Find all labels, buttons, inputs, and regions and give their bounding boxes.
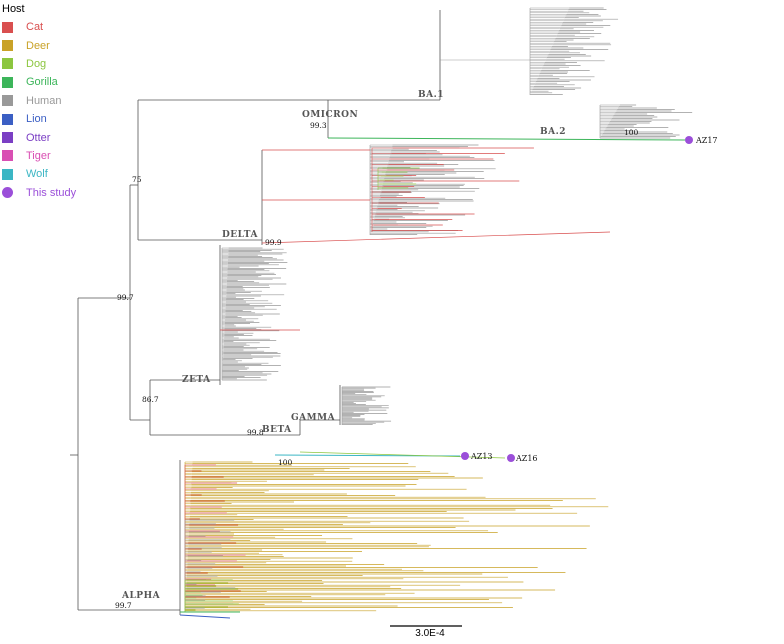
tree-backbone xyxy=(70,10,441,615)
bootstrap-ba2: 100 xyxy=(624,128,639,137)
tree-branches xyxy=(179,7,693,619)
legend-item: Lion xyxy=(2,110,76,128)
clade-label-ba2: BA.2 xyxy=(540,127,566,137)
bootstrap-az13-az16: 100 xyxy=(278,458,293,467)
clade-label-delta: DELTA xyxy=(222,230,258,240)
legend-item: Tiger xyxy=(2,147,76,165)
legend-label: Dog xyxy=(26,57,47,70)
legend-label: Otter xyxy=(26,131,51,144)
bootstrap-omicron: 99.3 xyxy=(310,121,327,130)
legend-label: Cat xyxy=(26,21,44,34)
legend-items: Cat Deer Dog Gorilla Human Lion Otter Tiger Wolf… xyxy=(2,18,76,202)
bootstrap-gamma-beta: 86.7 xyxy=(142,395,159,404)
legend-item: This study xyxy=(2,184,76,202)
legend-item: Cat xyxy=(2,18,76,36)
legend-item: Dog xyxy=(2,55,76,73)
clade-label-beta: BETA xyxy=(262,425,292,435)
legend-item: Human xyxy=(2,92,76,110)
az13-marker xyxy=(461,452,469,460)
legend-label: Tiger xyxy=(26,149,51,162)
legend-label: Wolf xyxy=(26,168,48,181)
legend-swatch xyxy=(2,150,13,162)
legend-label: Deer xyxy=(26,39,50,52)
bootstrap-beta: 99.8 xyxy=(247,428,264,437)
legend-swatch xyxy=(2,21,13,33)
clade-label-alpha: ALPHA xyxy=(121,591,161,601)
az16-label: AZ16 xyxy=(515,454,538,463)
az17-branch xyxy=(327,137,686,141)
az17-marker xyxy=(685,136,693,144)
scale-bar-label: 3.0E-4 xyxy=(415,628,445,639)
legend-swatch xyxy=(2,40,13,52)
legend-label: Gorilla xyxy=(26,76,58,89)
legend-item: Otter xyxy=(2,128,76,146)
legend-label: This study xyxy=(26,186,77,199)
bootstrap-delta: 99.9 xyxy=(265,238,282,247)
az16-marker xyxy=(507,454,515,462)
legend-label: Human xyxy=(26,94,62,107)
clade-label-zeta: ZETA xyxy=(182,375,211,385)
legend-swatch xyxy=(2,76,13,88)
clade-label-gamma: GAMMA xyxy=(291,413,336,423)
clade-label-ba1: BA.1 xyxy=(418,90,444,100)
legend-title: Host xyxy=(2,3,25,15)
legend-swatch xyxy=(2,95,13,107)
bootstrap-root-omicron-delta: 75 xyxy=(132,175,142,184)
az17-label: AZ17 xyxy=(695,136,718,145)
legend-swatch xyxy=(2,132,13,144)
legend-dot xyxy=(2,187,13,199)
legend-swatch xyxy=(2,58,13,70)
bootstrap-upper: 99.7 xyxy=(117,293,134,302)
az13-label: AZ13 xyxy=(470,452,493,461)
legend-item: Wolf xyxy=(2,165,76,183)
clade-label-omicron: OMICRON xyxy=(302,110,358,120)
legend-swatch xyxy=(2,168,13,180)
az16-branch xyxy=(299,451,506,459)
legend-label: Lion xyxy=(26,113,47,126)
legend-item: Gorilla xyxy=(2,73,76,91)
bootstrap-alpha: 99.7 xyxy=(115,601,132,610)
legend-item: Deer xyxy=(2,36,76,54)
legend-swatch xyxy=(2,113,13,125)
host-legend: Host Cat Deer Dog Gorilla Human Lion Otter Tige… xyxy=(2,3,76,202)
